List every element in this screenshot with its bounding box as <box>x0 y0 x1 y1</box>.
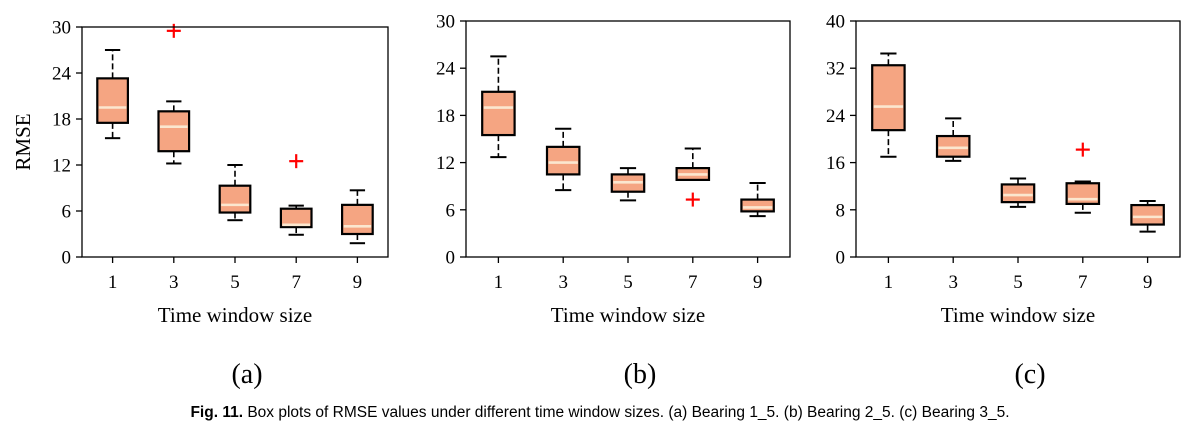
panel-label: (a) <box>231 359 262 390</box>
y-tick-label: 6 <box>62 202 72 223</box>
box-iqr <box>279 207 313 229</box>
box-7 <box>279 154 313 236</box>
x-tick-label: 1 <box>884 272 894 293</box>
x-axis-label: Time window size <box>158 303 312 327</box>
axes-frame <box>465 20 791 258</box>
box-iqr <box>1065 182 1101 205</box>
y-tick-label: 30 <box>52 18 71 39</box>
box-1 <box>96 49 130 140</box>
box-iqr <box>157 110 191 153</box>
y-tick-label: 12 <box>436 153 455 174</box>
box-iqr <box>871 64 906 132</box>
x-axis-label: Time window size <box>551 303 705 327</box>
x-tick-label: 9 <box>1143 272 1153 293</box>
box-3 <box>545 127 581 192</box>
x-tick-label: 1 <box>494 272 504 293</box>
y-tick-label: 30 <box>436 12 455 33</box>
y-tick-label: 16 <box>826 153 845 174</box>
y-tick-label: 24 <box>52 64 72 85</box>
y-tick-label: 18 <box>436 106 455 127</box>
x-tick-label: 7 <box>291 272 301 293</box>
y-tick-label: 24 <box>826 106 846 127</box>
x-tick-label: 5 <box>623 272 633 293</box>
box-7 <box>675 147 711 207</box>
box-iqr <box>341 203 374 236</box>
y-tick-label: 32 <box>826 59 845 80</box>
x-tick-label: 1 <box>108 272 118 293</box>
box-9 <box>740 182 775 218</box>
panel-label: (b) <box>624 359 657 390</box>
box-1 <box>871 52 906 158</box>
box-9 <box>1130 199 1165 233</box>
box-iqr <box>96 77 130 124</box>
y-tick-label: 0 <box>836 248 846 269</box>
box-iqr <box>935 134 971 158</box>
x-tick-label: 9 <box>353 272 363 293</box>
box-iqr <box>740 198 775 213</box>
box-3 <box>157 23 191 165</box>
axes-frame <box>855 20 1181 258</box>
box-5 <box>218 164 252 222</box>
box-5 <box>1000 177 1036 208</box>
y-tick-label: 24 <box>436 59 456 80</box>
x-axis-label: Time window size <box>941 303 1095 327</box>
y-tick-label: 0 <box>446 248 456 269</box>
box-iqr <box>1130 203 1165 226</box>
x-tick-label: 7 <box>1078 272 1088 293</box>
box-iqr <box>481 90 516 137</box>
x-tick-label: 5 <box>230 272 240 293</box>
outlier-marker <box>166 23 181 38</box>
chart-panel-1: 0 6 12 18 24 30 1 3 5 7 9 Time window size RMSE (a) <box>11 18 389 390</box>
x-tick-label: 7 <box>688 272 698 293</box>
y-tick-label: 0 <box>62 248 72 269</box>
y-tick-label: 6 <box>446 200 456 221</box>
caption-label: Fig. 11. <box>190 404 244 421</box>
box-1 <box>481 55 516 159</box>
box-iqr <box>1000 183 1036 204</box>
box-3 <box>935 117 971 162</box>
x-tick-label: 3 <box>948 272 958 293</box>
x-tick-label: 3 <box>169 272 179 293</box>
box-iqr <box>545 145 581 176</box>
x-tick-label: 3 <box>558 272 568 293</box>
y-axis-label: RMSE <box>11 113 35 170</box>
outlier-marker <box>685 192 700 207</box>
box-5 <box>610 167 646 202</box>
caption-text: Box plots of RMSE values under different… <box>247 404 1010 421</box>
box-7 <box>1065 142 1101 214</box>
box-9 <box>341 189 374 245</box>
outlier-marker <box>289 154 304 169</box>
y-tick-label: 8 <box>836 200 846 221</box>
box-iqr <box>218 184 252 214</box>
panel-label: (c) <box>1014 359 1045 390</box>
axes-frame <box>81 26 389 258</box>
y-tick-label: 12 <box>52 156 71 177</box>
y-tick-label: 40 <box>826 12 845 33</box>
chart-panel-2: 0 6 12 18 24 30 1 3 5 7 9 Time window size (b) <box>436 12 791 390</box>
chart-panel-3: 0 8 16 24 32 40 1 3 5 7 9 Time window size (c) <box>826 12 1181 390</box>
figure-caption: Fig. 11. Box plots of RMSE values under … <box>0 404 1200 422</box>
y-tick-label: 18 <box>52 110 71 131</box>
outlier-marker <box>1075 142 1090 157</box>
x-tick-label: 9 <box>753 272 763 293</box>
x-tick-label: 5 <box>1013 272 1023 293</box>
